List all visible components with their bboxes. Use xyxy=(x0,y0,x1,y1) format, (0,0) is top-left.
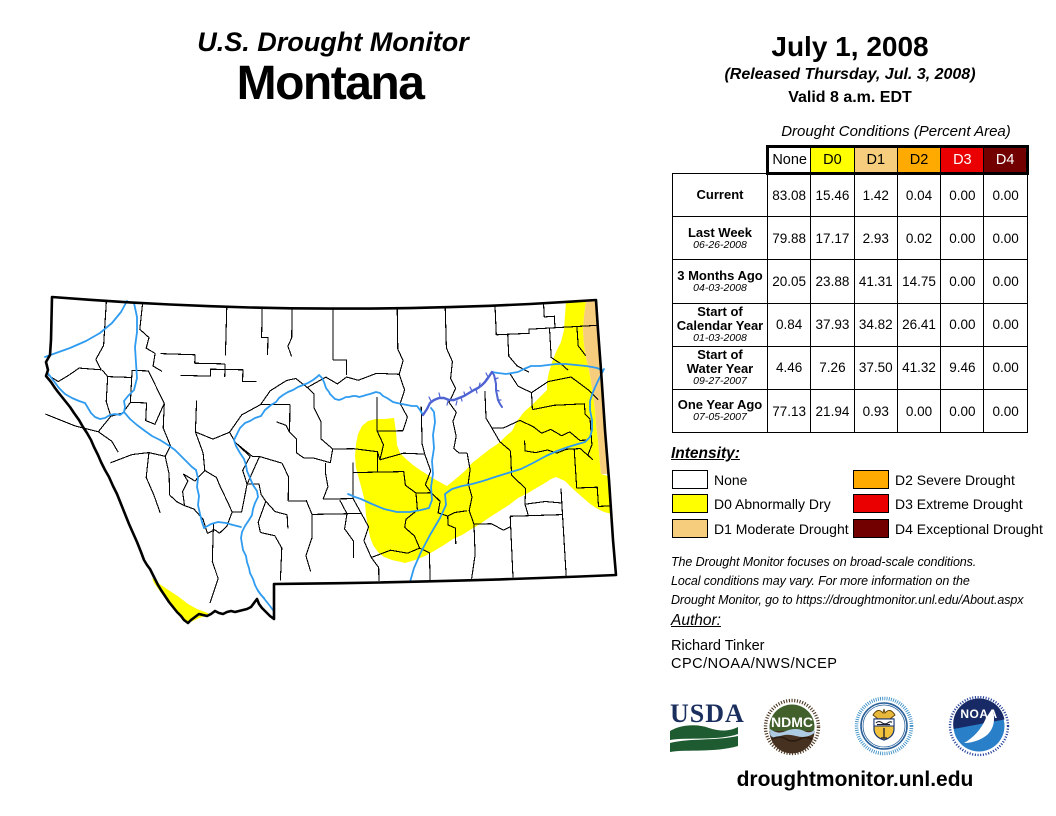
svg-text:NDMC: NDMC xyxy=(771,714,813,730)
svg-text:NOAA: NOAA xyxy=(960,707,997,721)
svg-text:USDA: USDA xyxy=(670,699,745,728)
